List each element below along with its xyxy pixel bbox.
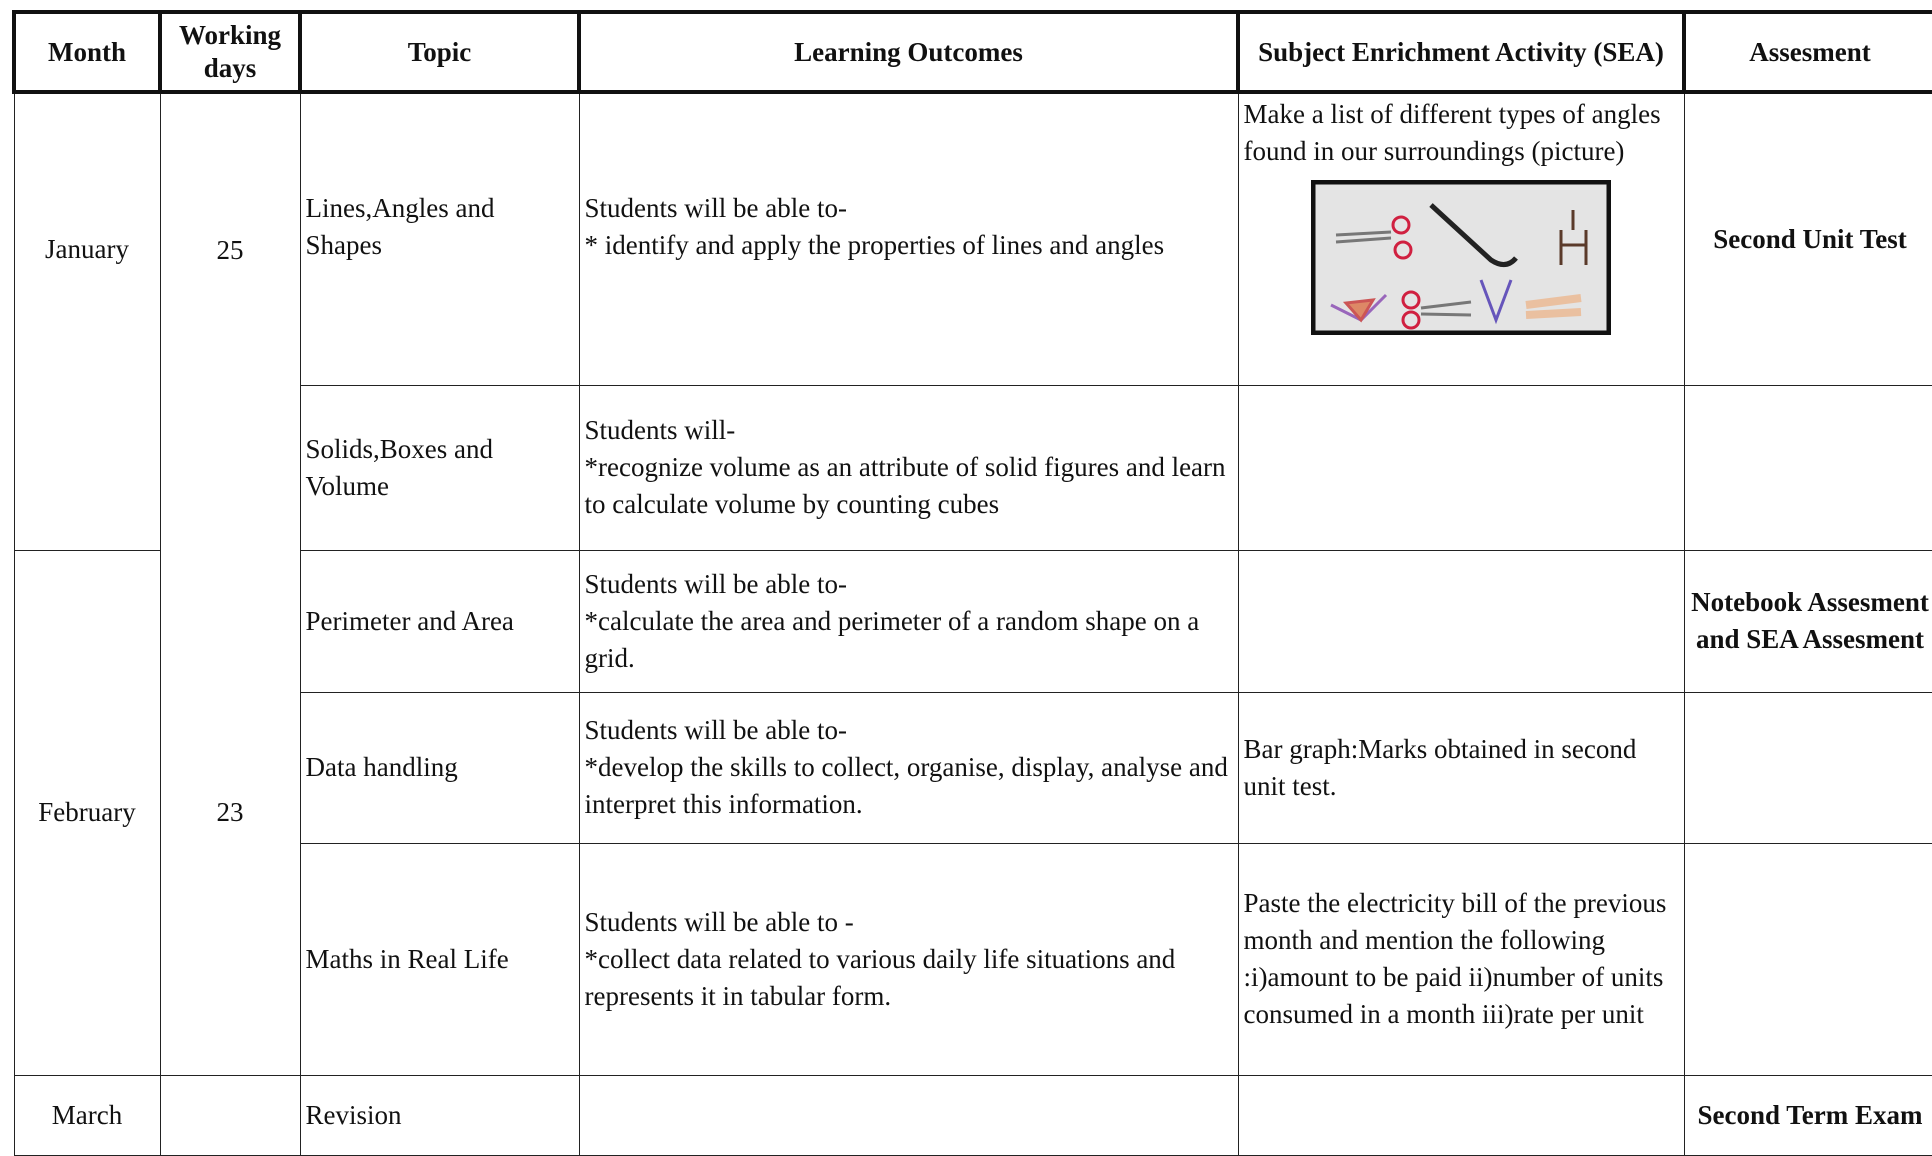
sea [1237,384,1685,551]
topic-text: Revision [305,1099,402,1130]
outcomes [578,1074,1239,1156]
days: 23 [159,550,301,1076]
header-cell: Learning Outcomes [577,10,1240,94]
assessment [1683,691,1932,844]
topic: Data handling [299,691,580,844]
days-text: 23 [216,796,244,827]
topic: Maths in Real Life [299,842,580,1076]
outcome-line: Students will be able to- [584,715,847,745]
row: January 25 Lines,Angles and Shapes Stude… [13,91,1932,551]
topic-text: Data handling [305,752,458,782]
outcome-line: Students will be able to- [584,568,847,599]
sea-text: Make a list of different types of angles… [1243,99,1661,166]
header-cell: Working days [158,10,302,94]
assessment: Second Term Exam [1683,1074,1932,1156]
row: Maths in Real Life Students will be able… [14,842,1932,1076]
topic-text: Solids,Boxes and Volume [305,433,494,501]
topic: Perimeter and Area [299,549,580,693]
topic-text: Perimeter and Area [305,605,514,636]
assessment-text: Second Unit Test [1713,223,1907,254]
sea [1237,1074,1685,1156]
month: February [13,549,161,1076]
topic: Revision [299,1074,580,1156]
days: 25 [159,91,301,550]
sea: Bar graph:Marks obtained in second unit … [1237,691,1685,844]
assessment: Notebook Assesment and SEA Assesment [1683,549,1932,693]
outcome-line: Students will be able to- [584,193,847,224]
assessment-text: Second Term Exam [1697,1099,1923,1130]
month-text: February [38,797,136,827]
outcome-line: *calculate the area and perimeter of a r… [584,605,1200,673]
outcome-line: *recognize volume as an attribute of sol… [584,452,1226,519]
header-row: Month Working days Topic Learning Outcom… [12,10,1932,94]
month: March [13,1074,161,1156]
syllabus-table: Month Working days Topic Learning Outcom… [12,10,1932,1156]
outcomes: Students will be able to- *develop the sk… [578,691,1239,844]
row: March Revision Second Term Exam [13,1074,1932,1156]
assessment-text: Notebook Assesment and SEA Assesment [1691,587,1929,654]
assessment [1683,842,1932,1076]
outcome-line: *collect data related to various daily l… [584,943,1176,1011]
sea-text: Bar graph:Marks obtained in second unit … [1243,733,1637,801]
topic-text: Maths in Real Life [305,943,509,974]
sea: Make a list of different types of angles… [1237,91,1685,386]
outcomes: Students will be able to- * identify and … [578,91,1239,386]
topic: Solids,Boxes and Volume [299,384,580,551]
month-text: January [45,234,129,265]
header-cell: Month [12,10,162,94]
sea [1237,549,1685,693]
outcomes: Students will be able to- *calculate the … [578,549,1239,693]
sea-text: Paste the electricity bill of the previo… [1243,888,1667,1029]
days-text: 25 [216,234,244,265]
angles-picture [1311,180,1611,335]
topic: Lines,Angles and Shapes [299,91,580,386]
outcomes: Students will- *recognize volume as an at… [578,384,1239,551]
row: Data handling Students will be able to- *… [14,691,1932,844]
row: Solids,Boxes and Volume Students will- *r… [14,384,1932,551]
sea: Paste the electricity bill of the previo… [1237,842,1685,1076]
outcome-line: *develop the skills to collect, organise… [584,752,1228,819]
days [159,1074,301,1156]
topic-text: Lines,Angles and Shapes [305,193,495,261]
header-cell: Subject Enrichment Activity (SEA) [1236,10,1686,94]
outcome-line: Students will- [584,415,736,445]
outcome-line: * identify and apply the properties of l… [584,230,1165,261]
outcomes: Students will be able to - *collect data … [578,842,1239,1076]
month: January [13,91,161,551]
assessment: Second Unit Test [1683,91,1932,386]
assessment [1683,384,1932,551]
row: February 23 Perimeter and Area Students … [13,549,1932,1076]
header-cell: Assesment [1682,10,1932,94]
month-text: March [51,1099,123,1130]
outcome-line: Students will be able to - [584,906,854,937]
header-cell: Topic [298,10,581,94]
